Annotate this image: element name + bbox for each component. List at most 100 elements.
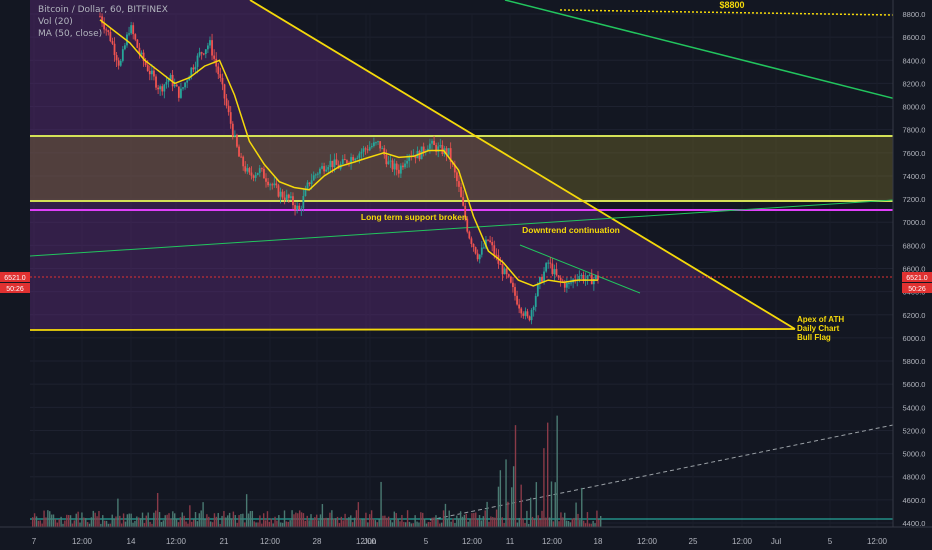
volume-bar — [314, 517, 316, 527]
volume-bar — [509, 518, 511, 527]
candle-body — [360, 151, 363, 154]
price-axis[interactable]: 4400.0 4600.0 4800.0 5000.0 5200.0 5400.0 5600… — [903, 10, 926, 528]
candle-body — [290, 196, 292, 198]
candle-body — [356, 157, 359, 159]
volume-bar — [401, 514, 403, 527]
volume-bar — [452, 518, 454, 527]
candle-body — [491, 242, 494, 246]
last-price-badge-right — [902, 272, 932, 282]
candle-body — [370, 146, 373, 148]
volume-bar — [145, 515, 147, 527]
volume-bar — [365, 512, 367, 527]
volume-bar — [550, 481, 553, 527]
volume-bar — [543, 448, 545, 527]
volume-bar — [111, 514, 113, 527]
volume-bar — [564, 512, 566, 527]
candle-body — [246, 168, 249, 172]
volume-bar — [262, 513, 265, 527]
volume-bar — [386, 517, 388, 527]
volume-bar — [389, 520, 392, 527]
volume-bar — [495, 509, 498, 527]
x-tick-label: 12:00 — [732, 537, 753, 546]
candle-body — [163, 84, 166, 92]
candle-body — [433, 140, 435, 145]
countdown-badge-right — [902, 283, 932, 293]
candle-body — [217, 66, 220, 75]
volume-bar — [526, 510, 528, 527]
candle-body — [165, 81, 168, 85]
y-tick-label: 5800.0 — [903, 357, 926, 366]
volume-bar — [109, 523, 112, 527]
volume-bar — [484, 510, 486, 527]
candle-body — [358, 153, 361, 158]
candle-body — [385, 154, 388, 165]
volume-bar — [143, 523, 146, 527]
volume-bar — [391, 522, 394, 527]
volume-bar — [153, 512, 155, 527]
volume-bar — [183, 515, 185, 527]
volume-bar — [54, 519, 57, 527]
volume-bar — [367, 522, 369, 527]
volume-bar — [420, 512, 422, 527]
volume-bar — [387, 516, 390, 527]
volume-bar — [412, 523, 414, 527]
candle-body — [464, 205, 467, 219]
volume-bar — [259, 515, 261, 527]
volume-bar — [435, 515, 437, 527]
candle-body — [321, 166, 323, 169]
candle-body — [240, 156, 242, 158]
x-tick-label: 7 — [32, 537, 37, 546]
volume-bar — [105, 520, 108, 527]
last-price-left: 6521.0 — [4, 275, 26, 282]
y-tick-label: 6600.0 — [903, 265, 926, 274]
volume-bar — [431, 517, 433, 527]
volume-bar — [155, 510, 157, 527]
volume-bar — [380, 481, 382, 527]
candle-body — [242, 156, 245, 167]
last-price-right: 6521.0 — [906, 275, 928, 282]
ma-line — [99, 19, 598, 287]
y-tick-label: 6000.0 — [903, 334, 926, 343]
candle-body — [516, 295, 518, 305]
volume-bar — [600, 516, 602, 527]
volume-bar — [329, 512, 331, 527]
volume-bar — [77, 511, 79, 527]
volume-bar — [172, 511, 174, 527]
candle-body — [325, 169, 328, 172]
volume-bar — [128, 513, 130, 527]
volume-bar — [151, 523, 153, 527]
volume-bar — [238, 515, 240, 527]
candle-body — [551, 263, 554, 275]
volume-bar — [312, 519, 314, 527]
candle-body — [312, 175, 315, 181]
volume-bar — [422, 512, 424, 527]
volume-bar — [202, 502, 204, 527]
volume-bar — [102, 515, 104, 527]
volume-bar — [486, 501, 488, 527]
volume-bar — [251, 510, 254, 527]
volume-bar — [467, 521, 469, 527]
y-tick-label: 8400.0 — [903, 56, 926, 65]
candle-body — [354, 158, 357, 161]
candle-body — [196, 55, 199, 67]
y-tick-label: 4800.0 — [903, 473, 926, 482]
candle-body — [138, 47, 141, 55]
candle-body — [404, 163, 406, 168]
volume-bar — [319, 514, 322, 527]
volume-bar — [213, 513, 216, 527]
volume-bar — [209, 521, 212, 527]
volume-bar — [230, 518, 233, 527]
x-tick-label: 12:00 — [72, 537, 93, 546]
volume-bar — [465, 513, 467, 527]
y-tick-label: 5600.0 — [903, 380, 926, 389]
volume-bar — [47, 510, 49, 527]
volume-bar — [49, 511, 51, 527]
candle-body — [283, 197, 286, 200]
candle-body — [296, 205, 299, 210]
y-tick-label: 4400.0 — [903, 519, 926, 528]
volume-bar — [52, 514, 55, 527]
volume-bar — [156, 492, 159, 527]
volume-bar — [126, 514, 129, 527]
